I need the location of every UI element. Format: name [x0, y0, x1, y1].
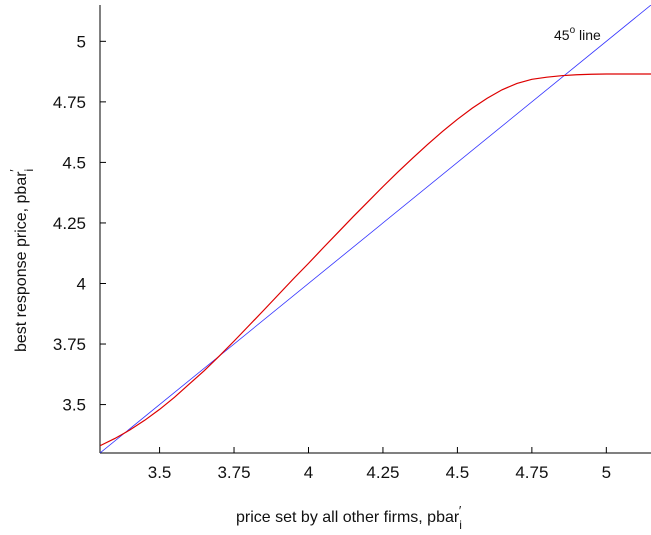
- y-axis-label: best response price, pbari′: [7, 169, 36, 352]
- x-tick-label: 3.75: [217, 463, 250, 482]
- x-tick-label: 3.5: [148, 463, 172, 482]
- annotation-base: 45: [554, 27, 570, 43]
- x-axis-label-main: price set by all other firms, pbar: [236, 509, 460, 526]
- annotation-rest: line: [575, 27, 601, 43]
- y-tick-label: 3.75: [53, 335, 86, 354]
- y-axis-label-sub: i: [22, 169, 36, 172]
- y-axis-label-group: best response price, pbari′: [7, 169, 36, 352]
- series-45-degree-line: [100, 5, 651, 453]
- series-group: [100, 5, 651, 453]
- x-tick-label: 5: [602, 463, 611, 482]
- plot-area: [99, 5, 651, 454]
- x-tick-label: 4.75: [515, 463, 548, 482]
- y-axis-ticks: 3.5 3.75 4 4.25 4.5 4.75 5: [53, 32, 106, 415]
- y-tick-label: 4.25: [53, 214, 86, 233]
- y-tick-label: 4.5: [62, 153, 86, 172]
- y-tick-label: 5: [77, 32, 86, 51]
- series-best-response-curve: [100, 73, 651, 447]
- y-tick-label: 3.5: [62, 396, 86, 415]
- x-tick-label: 4.5: [446, 463, 470, 482]
- x-tick-label: 4: [304, 463, 313, 482]
- x-tick-label: 4.25: [366, 463, 399, 482]
- x-axis-label: price set by all other firms, pbari′: [236, 503, 462, 532]
- annotation-45-degree-line: 45o line: [554, 25, 601, 43]
- y-axis-label-sup: ′: [7, 169, 22, 172]
- x-axis-label-sub: i: [459, 518, 462, 532]
- x-axis-ticks: 3.5 3.75 4 4.25 4.5 4.75 5: [148, 447, 611, 482]
- y-tick-label: 4.75: [53, 93, 86, 112]
- y-tick-label: 4: [77, 274, 86, 293]
- y-axis-label-main: best response price, pbar: [13, 171, 30, 352]
- annotation-sup: o: [570, 25, 576, 36]
- x-axis-label-sup: ′: [459, 503, 462, 518]
